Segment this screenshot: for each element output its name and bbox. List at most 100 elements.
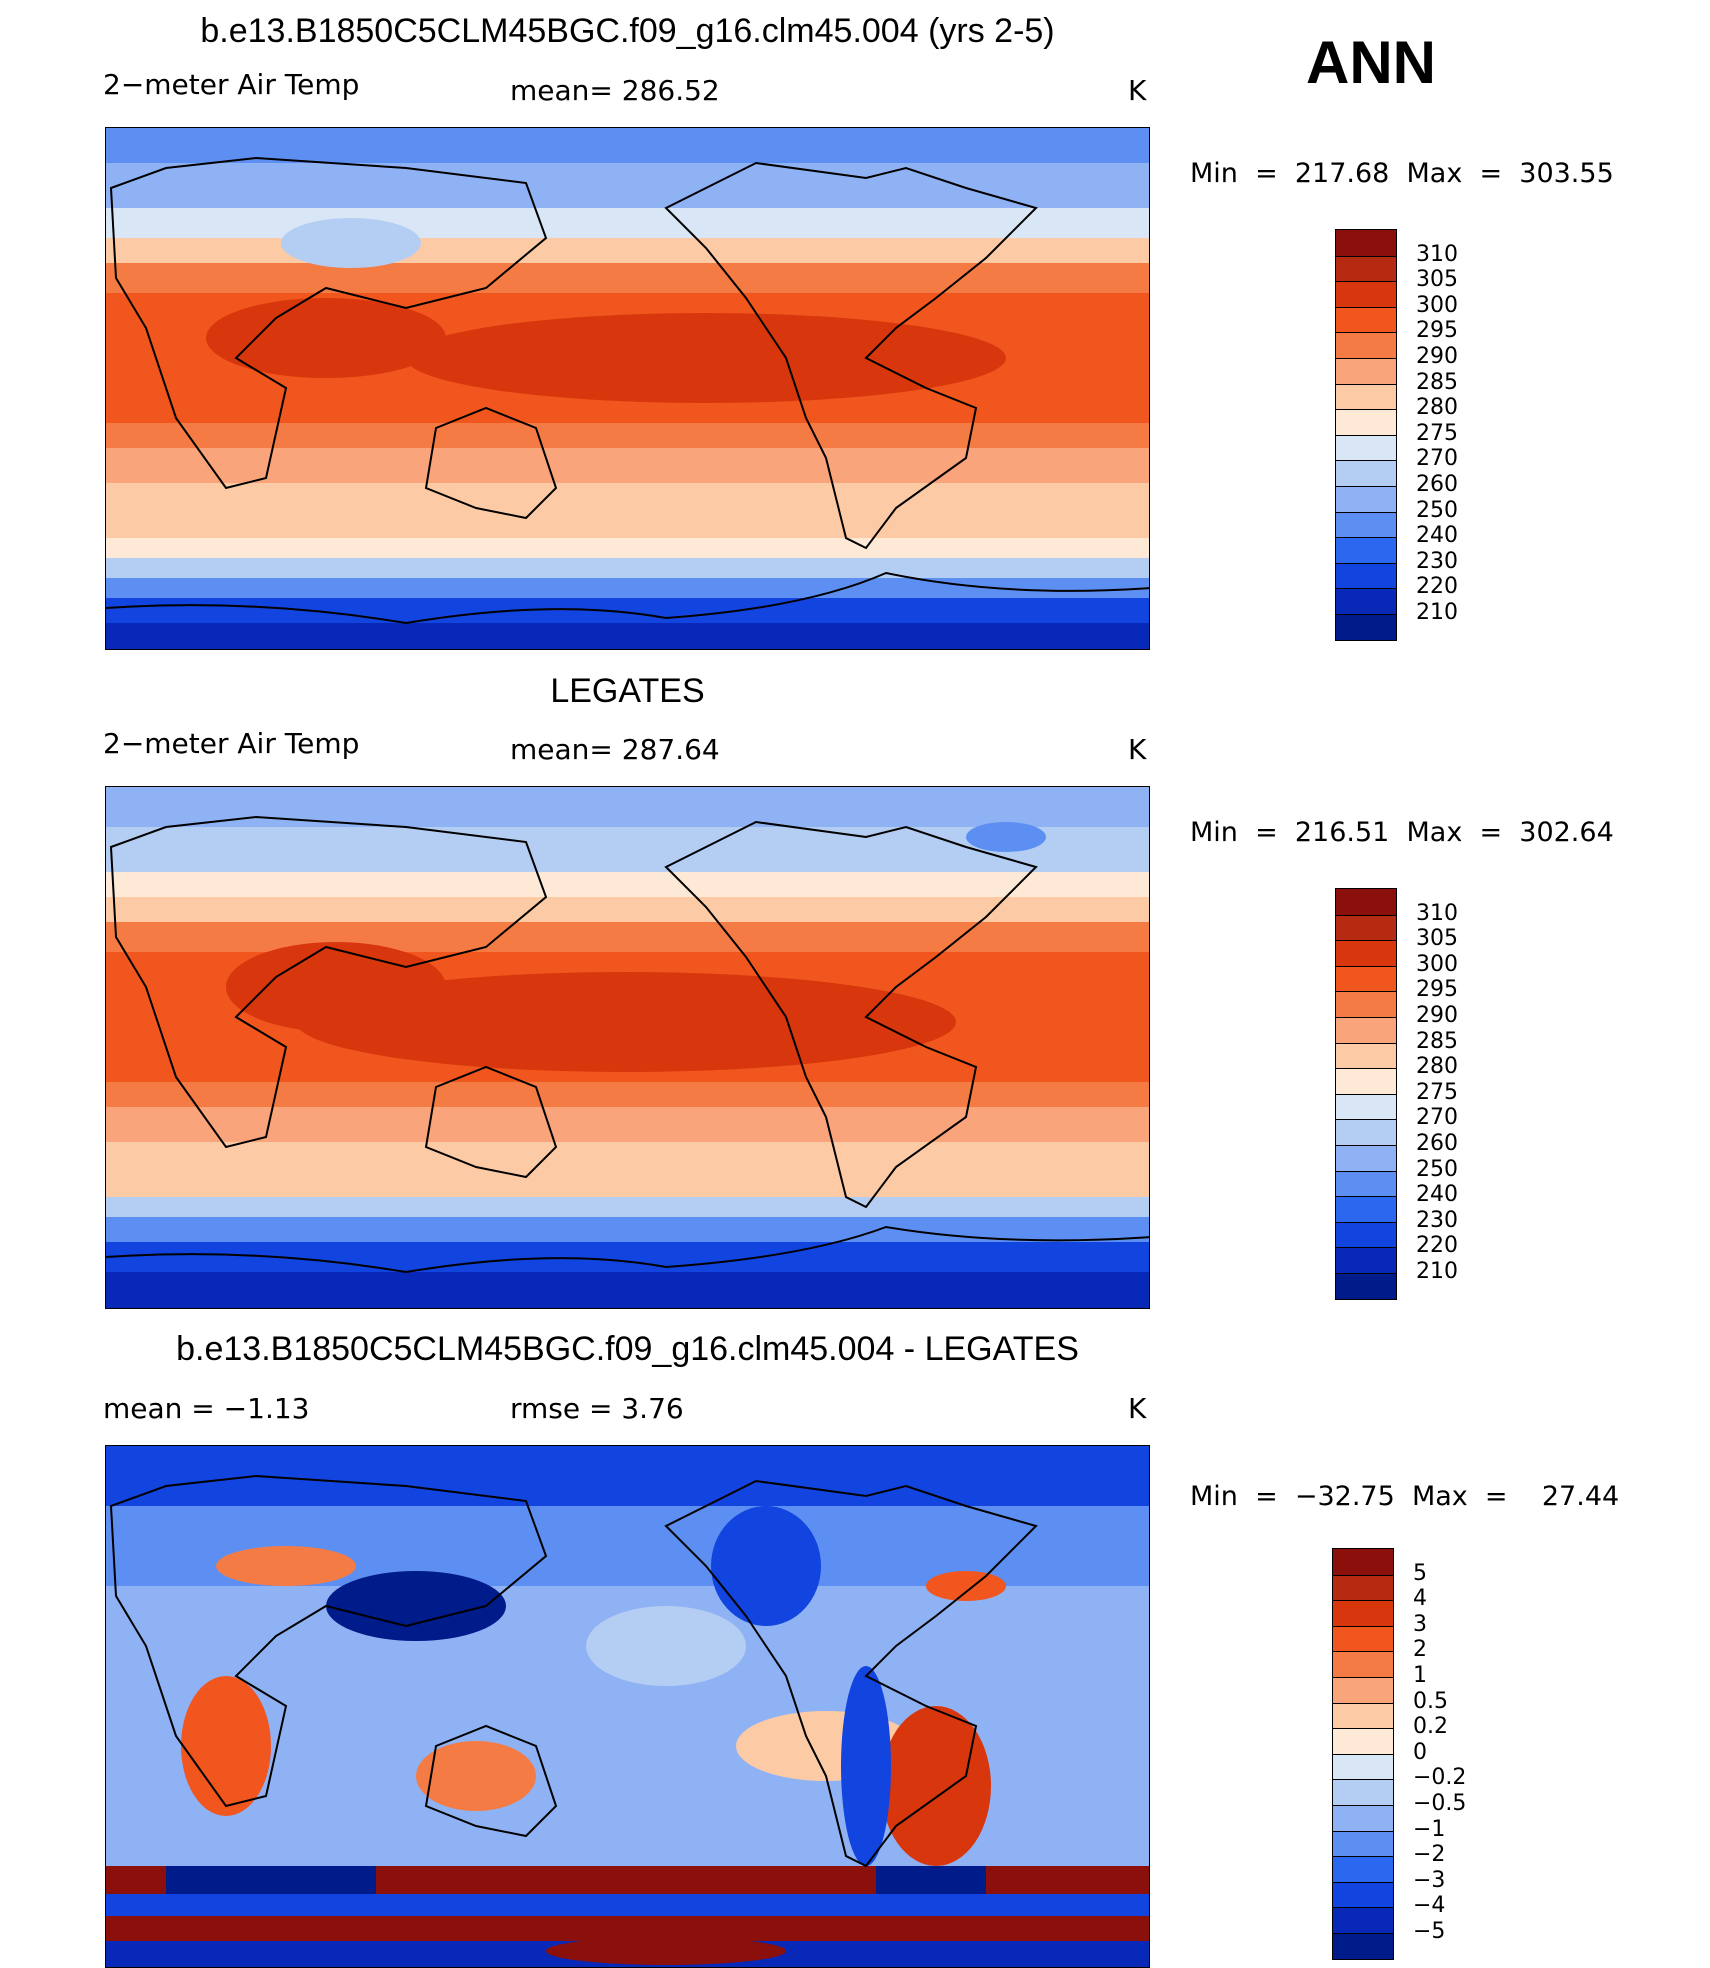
panel-diff-colorbar-label: −0.5 [1413, 1791, 1467, 1816]
panel-model-colorbar-label: 250 [1416, 497, 1458, 523]
panel-obs-title: LEGATES [550, 672, 705, 710]
panel-diff-colorbar-label: 2 [1413, 1637, 1427, 1663]
panel-model-colorbar-label: 210 [1416, 600, 1458, 625]
panel-diff-mean-label: mean = −1.13 [103, 1392, 310, 1425]
panel-diff-colorbar-label: 5 [1413, 1560, 1427, 1586]
panel-obs-colorbar-bar [1335, 888, 1397, 1300]
panel-diff-units-label: K [1128, 1392, 1147, 1425]
panel-obs-colorbar-swatch [1336, 965, 1396, 992]
panel-obs-colorbar-label: 275 [1416, 1079, 1458, 1105]
panel-obs-colorbar-label: 295 [1416, 977, 1458, 1003]
panel-obs-colorbar-label: 310 [1416, 900, 1458, 926]
panel-diff-minmax: Min = −32.75 Max = 27.44 [1190, 1481, 1620, 1512]
panel-diff-colorbar-label: −3 [1413, 1867, 1446, 1893]
panel-model-units-label: K [1128, 74, 1147, 107]
panel-obs-colorbar-swatch [1336, 1196, 1396, 1222]
panel-obs-colorbar-swatch [1336, 914, 1396, 941]
panel-obs-mean-label: mean= 287.64 [510, 733, 720, 766]
panel-diff-colorbar-label: 0.2 [1413, 1714, 1448, 1740]
panel-obs-colorbar-swatch [1336, 1119, 1396, 1145]
panel-model-colorbar-swatch [1336, 230, 1396, 256]
panel-obs-colorbar-label: 290 [1416, 1003, 1458, 1028]
panel-model-colorbar-label: 305 [1416, 267, 1458, 293]
panel-obs-colorbar-label: 210 [1416, 1259, 1458, 1284]
panel-model-variable-label: 2−meter Air Temp [103, 68, 360, 101]
panel-diff-colorbar-swatch [1333, 1779, 1393, 1805]
panel-obs-colorbar-swatch [1336, 991, 1396, 1017]
panel-model-colorbar-label: 295 [1416, 318, 1458, 344]
panel-model-colorbar-swatch [1336, 306, 1396, 333]
panel-obs-colorbar-swatch [1336, 1170, 1396, 1197]
panel-obs-colorbar-label: 300 [1416, 951, 1458, 977]
panel-model-colorbar-swatch [1336, 588, 1396, 614]
panel-model-colorbar-label: 270 [1416, 446, 1458, 472]
panel-diff-colorbar-label: 1 [1413, 1663, 1427, 1688]
panel-model-colorbar-label: 300 [1416, 292, 1458, 318]
panel-diff-colorbar-swatch [1333, 1932, 1393, 1959]
panel-diff-colorbar-label: −2 [1413, 1842, 1446, 1868]
panel-diff-colorbar-bar [1332, 1548, 1394, 1960]
panel-obs-colorbar-swatch [1336, 1272, 1396, 1299]
panel-model-colorbar-label: 275 [1416, 420, 1458, 446]
panel-obs-colorbar-label: 230 [1416, 1207, 1458, 1233]
panel-model-colorbar-label: 280 [1416, 395, 1458, 421]
panel-obs-colorbar-label: 305 [1416, 926, 1458, 952]
panel-model-colorbar-swatch [1336, 511, 1396, 538]
panel-obs-colorbar-swatch [1336, 1042, 1396, 1069]
panel-diff-colorbar-swatch [1333, 1574, 1393, 1601]
panel-model-colorbar-swatch [1336, 613, 1396, 640]
panel-model-colorbar-label: 285 [1416, 369, 1458, 395]
panel-diff-colorbar-label: 3 [1413, 1611, 1427, 1637]
panel-model-colorbar-label: 260 [1416, 472, 1458, 497]
panel-obs-colorbar-swatch [1336, 1247, 1396, 1273]
panel-model-colorbar-swatch [1336, 255, 1396, 282]
panel-diff-colorbar-label: −1 [1413, 1816, 1446, 1842]
panel-model-colorbar-label: 290 [1416, 344, 1458, 369]
panel-model-colorbar-label: 240 [1416, 523, 1458, 549]
panel-obs-map [105, 786, 1150, 1309]
panel-diff-colorbar-swatch [1333, 1600, 1393, 1626]
panel-obs-colorbar-label: 240 [1416, 1182, 1458, 1208]
panel-obs-colorbar-swatch [1336, 940, 1396, 966]
panel-model-colorbar-bar [1335, 229, 1397, 641]
panel-model-colorbar-swatch [1336, 409, 1396, 435]
panel-obs-colorbar-label: 280 [1416, 1054, 1458, 1080]
panel-diff-colorbar-label: 0 [1413, 1739, 1427, 1765]
panel-model-map [105, 127, 1150, 650]
season-label: ANN [1306, 29, 1436, 96]
panel-diff-colorbar-label: −0.2 [1413, 1765, 1467, 1791]
panel-model-colorbar-label: 230 [1416, 548, 1458, 574]
panel-model-minmax: Min = 217.68 Max = 303.55 [1190, 158, 1614, 189]
panel-obs-colorbar-label: 220 [1416, 1233, 1458, 1259]
panel-obs-colorbar-swatch [1336, 889, 1396, 915]
panel-obs-colorbar-swatch [1336, 1221, 1396, 1248]
panel-obs-colorbar-swatch [1336, 1144, 1396, 1171]
panel-model-colorbar-swatch [1336, 357, 1396, 384]
panel-model-colorbar-label: 310 [1416, 241, 1458, 267]
panel-obs-variable-label: 2−meter Air Temp [103, 727, 360, 760]
panel-diff-colorbar-swatch [1333, 1651, 1393, 1677]
panel-diff-rmse-label: rmse = 3.76 [510, 1392, 684, 1425]
panel-diff-colorbar-swatch [1333, 1625, 1393, 1652]
panel-obs-colorbar-swatch [1336, 1068, 1396, 1094]
panel-model-colorbar-swatch [1336, 281, 1396, 307]
panel-diff-map [105, 1445, 1150, 1968]
panel-model-colorbar-swatch [1336, 434, 1396, 461]
panel-obs-colorbar-label: 285 [1416, 1028, 1458, 1054]
panel-model-colorbar-swatch [1336, 537, 1396, 563]
panel-model-title: b.e13.B1850C5CLM45BGC.f09_g16.clm45.004 … [200, 12, 1055, 50]
panel-model-colorbar-swatch [1336, 332, 1396, 358]
panel-diff-colorbar-label: 4 [1413, 1586, 1427, 1612]
panel-model-colorbar-swatch [1336, 562, 1396, 589]
panel-diff-colorbar-swatch [1333, 1907, 1393, 1933]
panel-model-colorbar-swatch [1336, 383, 1396, 410]
panel-obs-colorbar-label: 270 [1416, 1105, 1458, 1131]
panel-diff-colorbar-swatch [1333, 1549, 1393, 1575]
panel-diff-colorbar-label: −4 [1413, 1893, 1446, 1919]
panel-obs-colorbar-label: 250 [1416, 1156, 1458, 1182]
panel-model-mean-label: mean= 286.52 [510, 74, 720, 107]
panel-diff-colorbar-label: 0.5 [1413, 1688, 1448, 1714]
panel-obs-colorbar-label: 260 [1416, 1131, 1458, 1156]
panel-diff-colorbar-swatch [1333, 1728, 1393, 1754]
panel-obs-minmax: Min = 216.51 Max = 302.64 [1190, 817, 1614, 848]
